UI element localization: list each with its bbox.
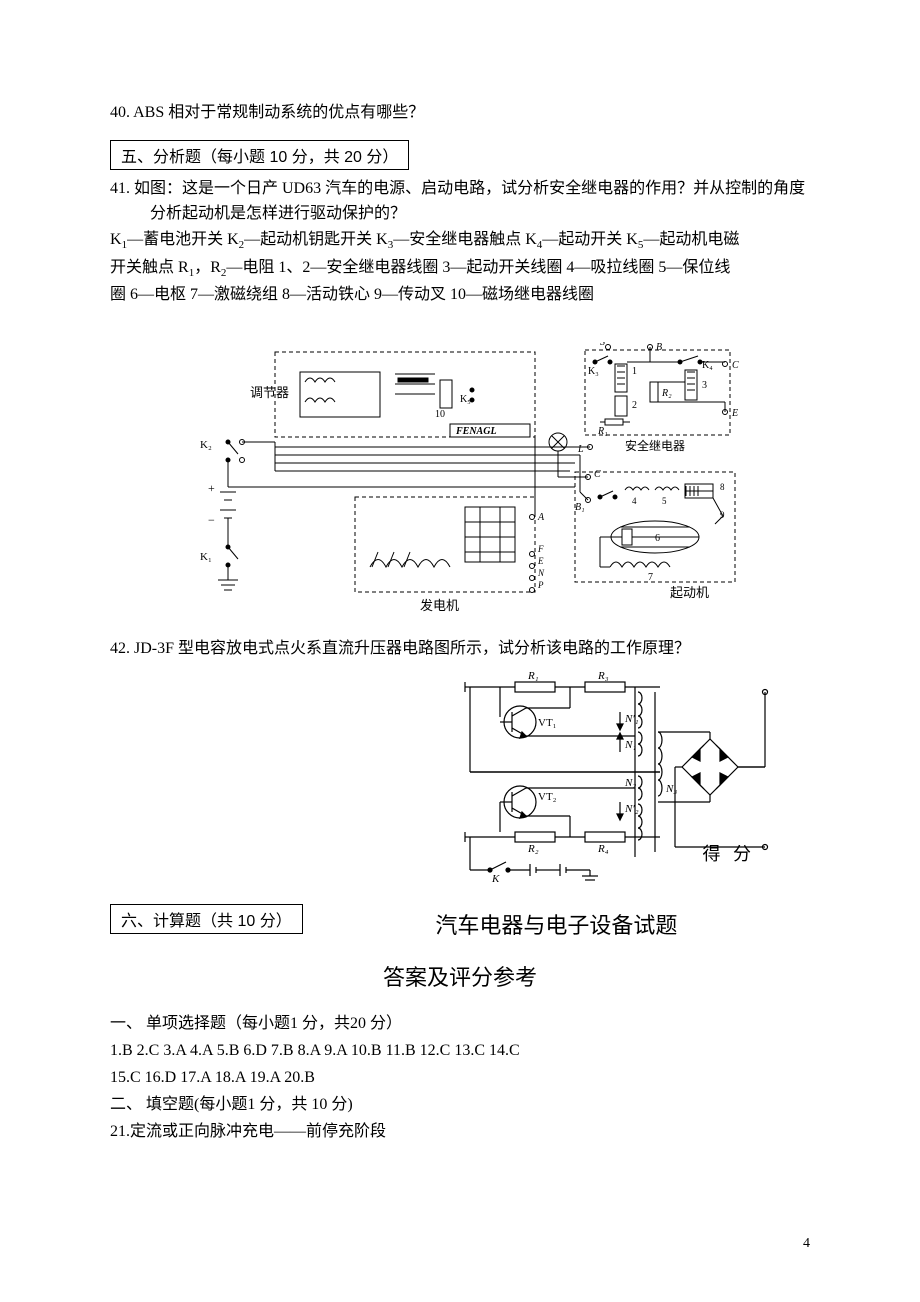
- label-s: S: [600, 342, 605, 348]
- label-n4: 4: [632, 496, 637, 506]
- label-vt1: VT₁: [538, 717, 557, 729]
- label-safety-relay: 安全继电器: [625, 438, 685, 453]
- label-r3: R₃: [597, 672, 609, 682]
- label-vt2: VT₂: [538, 791, 557, 803]
- label-f: F: [537, 544, 544, 554]
- answers-title-2: 答案及评分参考: [110, 960, 810, 992]
- label-b: B: [656, 342, 662, 353]
- label-n2p: N′₂: [624, 803, 639, 815]
- label-e: E: [731, 408, 738, 419]
- label-fenagl: FENAGL: [455, 426, 497, 437]
- label-r4: R₄: [597, 843, 609, 855]
- section-6-box: 六、计算题（共 10 分）: [110, 904, 303, 934]
- label-n8: 8: [720, 482, 725, 492]
- legend-line-2: 开关触点 R1，R2—电阻 1、2—安全继电器线圈 3—起动开关线圈 4—吸拉线…: [110, 255, 810, 283]
- legend-line-3: 圈 6—电枢 7—激磁绕组 8—活动铁心 9—传动叉 10—磁场继电器线圈: [110, 282, 810, 308]
- answers-sec1-head: 一、 单项选择题（每小题1 分，共20 分）: [110, 1010, 810, 1037]
- label-r2b: R₂: [527, 843, 539, 855]
- section-5-box: 五、分析题（每小题 10 分，共 20 分）: [110, 140, 409, 170]
- label-k: K: [491, 873, 500, 882]
- section-6-row: 六、计算题（共 10 分） 汽车电器与电子设备试题: [110, 882, 810, 940]
- document-page: 40. ABS 相对于常规制动系统的优点有哪些？ 五、分析题（每小题 10 分，…: [0, 0, 920, 1302]
- label-n3: 3: [702, 380, 707, 391]
- label-regulator: 调节器: [250, 385, 289, 400]
- question-41: 41. 如图：这是一个日产 UD63 汽车的电源、启动电路，试分析安全继电器的作…: [110, 176, 810, 227]
- legend-text: —电阻 1、2—安全继电器线圈 3—起动开关线圈 4—吸拉线圈 5—保位线: [226, 259, 730, 276]
- figure-42-wrap: R₁ R₃ VT₁ N′₁: [110, 672, 810, 882]
- legend-text: —起动机电磁: [643, 231, 739, 248]
- legend-text: —起动机钥匙开关 K: [244, 231, 388, 248]
- legend-text: ，R: [194, 259, 221, 276]
- label-n1p: N′₁: [624, 713, 639, 725]
- label-plus: +: [208, 481, 215, 495]
- answers-title-1: 汽车电器与电子设备试题: [303, 908, 810, 940]
- label-r1b: R₁: [527, 672, 539, 682]
- label-e2: E: [537, 556, 544, 566]
- label-r1: R₁: [597, 426, 608, 437]
- label-c2: C: [594, 469, 601, 480]
- label-k2: K₂: [200, 439, 212, 451]
- label-n1: 1: [632, 366, 637, 377]
- label-k5: K₅: [460, 394, 471, 405]
- label-n6: 6: [655, 533, 660, 544]
- section-5-title: 五、分析题（每小题 10 分，共 20 分）: [121, 149, 398, 166]
- label-k3: K₃: [588, 366, 599, 377]
- answers-sec1-line2: 15.C 16.D 17.A 18.A 19.A 20.B: [110, 1064, 810, 1091]
- question-40: 40. ABS 相对于常规制动系统的优点有哪些？: [110, 100, 810, 126]
- label-l: L: [577, 444, 584, 455]
- label-c: C: [732, 360, 739, 371]
- label-n5: 5: [662, 496, 667, 506]
- figure-41-circuit-diagram: 调节器 10 K₅ FENAGL 安全继电器 K₃: [180, 342, 740, 622]
- label-n2: 2: [632, 400, 637, 411]
- section-6-title: 六、计算题（共 10 分）: [121, 913, 292, 930]
- question-42: 42. JD-3F 型电容放电式点火系直流升压器电路图所示，试分析该电路的工作原…: [110, 636, 810, 662]
- legend-text: —安全继电器触点 K: [393, 231, 537, 248]
- label-a: A: [537, 512, 545, 523]
- score-label: 得 分: [703, 840, 756, 866]
- label-generator: 发电机: [420, 598, 459, 613]
- answers-sec2-line1: 21.定流或正向脉冲充电——前停充阶段: [110, 1118, 810, 1145]
- answers-section-1: 一、 单项选择题（每小题1 分，共20 分） 1.B 2.C 3.A 4.A 5…: [110, 1010, 810, 1146]
- label-10: 10: [435, 409, 445, 420]
- label-k1: K₁: [200, 551, 212, 563]
- legend-line-1: K1—蓄电池开关 K2—起动机钥匙开关 K3—安全继电器触点 K4—起动开关 K…: [110, 227, 810, 255]
- page-number: 4: [803, 1236, 810, 1252]
- legend-text: —蓄电池开关 K: [127, 231, 239, 248]
- answers-sec2-head: 二、 填空题(每小题1 分，共 10 分): [110, 1091, 810, 1118]
- label-minus: −: [208, 513, 215, 527]
- label-n1b: N₁: [624, 739, 636, 751]
- legend-text: K: [110, 231, 122, 248]
- label-starter: 起动机: [670, 585, 709, 600]
- label-n7: 7: [648, 572, 653, 583]
- label-b1: B₁: [575, 502, 585, 513]
- legend-text: 开关触点 R: [110, 259, 189, 276]
- label-n2b: N₂: [624, 777, 636, 789]
- legend-text: —起动开关 K: [542, 231, 638, 248]
- label-p: P: [537, 580, 544, 590]
- answers-sec1-line1: 1.B 2.C 3.A 4.A 5.B 6.D 7.B 8.A 9.A 10.B…: [110, 1037, 810, 1064]
- label-n: N: [537, 568, 545, 578]
- label-r2: R₂: [661, 388, 672, 399]
- label-n9: 9: [720, 510, 725, 520]
